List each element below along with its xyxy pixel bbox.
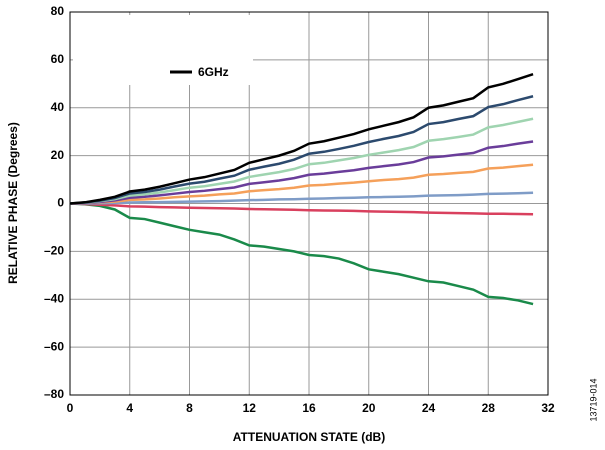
y-tick-label: –40 (44, 291, 64, 305)
series-line (69, 202, 534, 306)
x-tick-label: 32 (541, 401, 555, 415)
series-line (69, 140, 534, 205)
x-axis-label: ATTENUATION STATE (dB) (233, 430, 385, 444)
figure-code: 13719-014 (588, 378, 598, 421)
x-tick-label: 8 (186, 401, 193, 415)
legend-box (73, 15, 253, 85)
y-tick-label: 40 (51, 100, 65, 114)
y-tick-label: 20 (51, 148, 65, 162)
x-tick-label: 16 (302, 401, 316, 415)
x-tick-label: 28 (482, 401, 496, 415)
series-line (69, 163, 534, 205)
y-tick-label: –60 (44, 339, 64, 353)
x-tick-label: 12 (243, 401, 257, 415)
series-line (69, 73, 534, 205)
series-line (69, 117, 534, 205)
series-line (69, 202, 534, 216)
y-tick-label: –80 (44, 387, 64, 401)
y-tick-label: –20 (44, 244, 64, 258)
x-tick-label: 0 (67, 401, 74, 415)
y-tick-label: 0 (57, 196, 64, 210)
x-tick-label: 20 (362, 401, 376, 415)
series-line (70, 191, 534, 205)
x-tick-label: 4 (126, 401, 133, 415)
y-tick-label: 60 (51, 52, 65, 66)
x-tick-label: 24 (422, 401, 436, 415)
legend-label: 6GHz (198, 65, 229, 79)
series-line (69, 95, 534, 205)
y-axis-label: RELATIVE PHASE (Degrees) (6, 122, 20, 284)
y-tick-label: 80 (51, 4, 65, 18)
